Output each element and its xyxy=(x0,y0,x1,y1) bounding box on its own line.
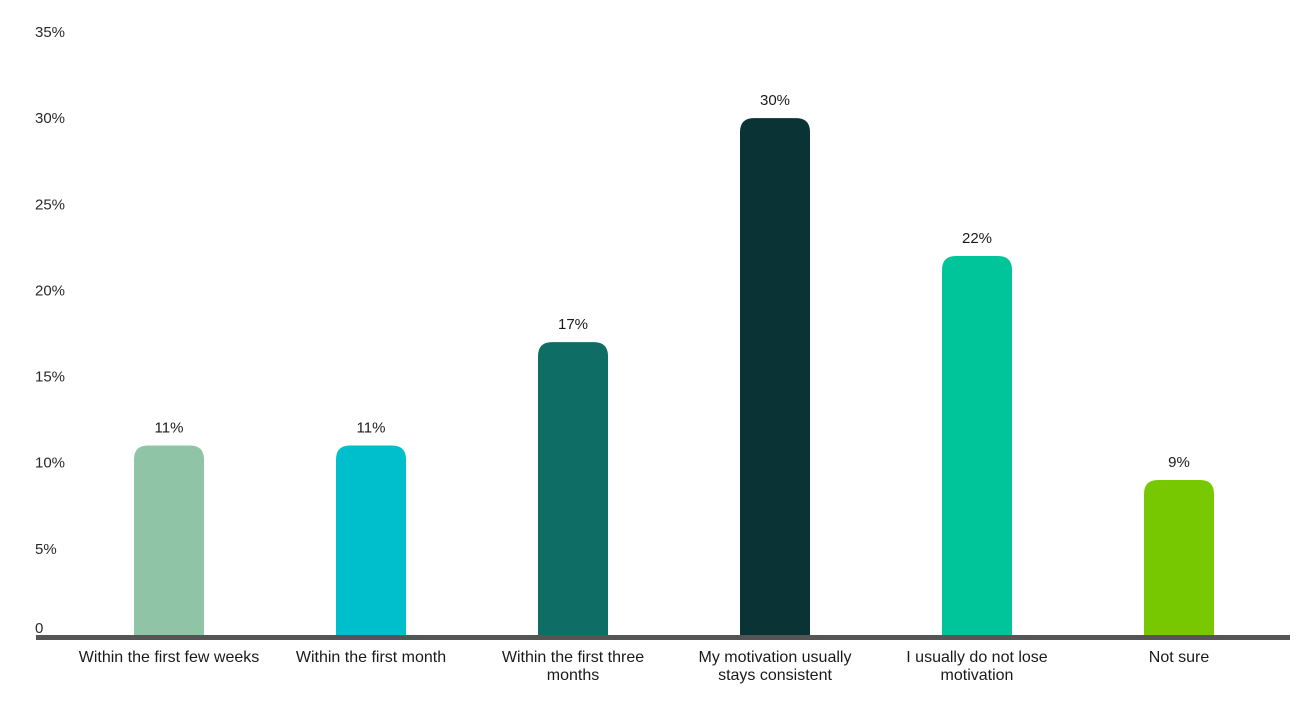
y-tick-label: 15% xyxy=(35,369,65,386)
x-tick-label: Within the first three months xyxy=(502,649,644,684)
data-label: 11% xyxy=(155,419,184,436)
y-tick-label: 10% xyxy=(35,455,65,472)
x-tick-label: Within the first few weeks xyxy=(79,649,260,666)
data-label: 30% xyxy=(760,92,790,109)
bar xyxy=(538,342,608,635)
x-axis-line xyxy=(36,635,1290,640)
bar xyxy=(134,445,204,635)
y-tick-label: 30% xyxy=(35,110,65,127)
bar xyxy=(740,118,810,635)
y-tick-label: 0 xyxy=(35,620,43,637)
x-tick-label: Not sure xyxy=(1149,649,1210,666)
y-tick-label: 5% xyxy=(35,541,57,558)
y-tick-label: 20% xyxy=(35,282,65,299)
data-label: 9% xyxy=(1168,454,1190,471)
x-tick-label: Within the first month xyxy=(296,649,446,666)
x-axis: Within the first few weeks Within the fir… xyxy=(36,635,1290,684)
data-label: 17% xyxy=(558,316,588,333)
y-tick-label: 35% xyxy=(35,24,65,41)
y-axis: 0 5% 10% 15% 20% 25% 30% 35% xyxy=(35,24,65,637)
y-tick-label: 25% xyxy=(35,196,65,213)
data-label: 11% xyxy=(357,419,386,436)
data-labels: 11% 11% 17% 30% 22% 9% xyxy=(155,92,1190,471)
bar xyxy=(336,445,406,635)
bars xyxy=(134,118,1214,635)
bar xyxy=(1144,479,1214,635)
x-tick-label: My motivation usually stays consistent xyxy=(699,649,852,684)
bar xyxy=(942,255,1012,635)
x-tick-label: I usually do not lose motivation xyxy=(906,649,1048,684)
data-label: 22% xyxy=(962,230,992,247)
